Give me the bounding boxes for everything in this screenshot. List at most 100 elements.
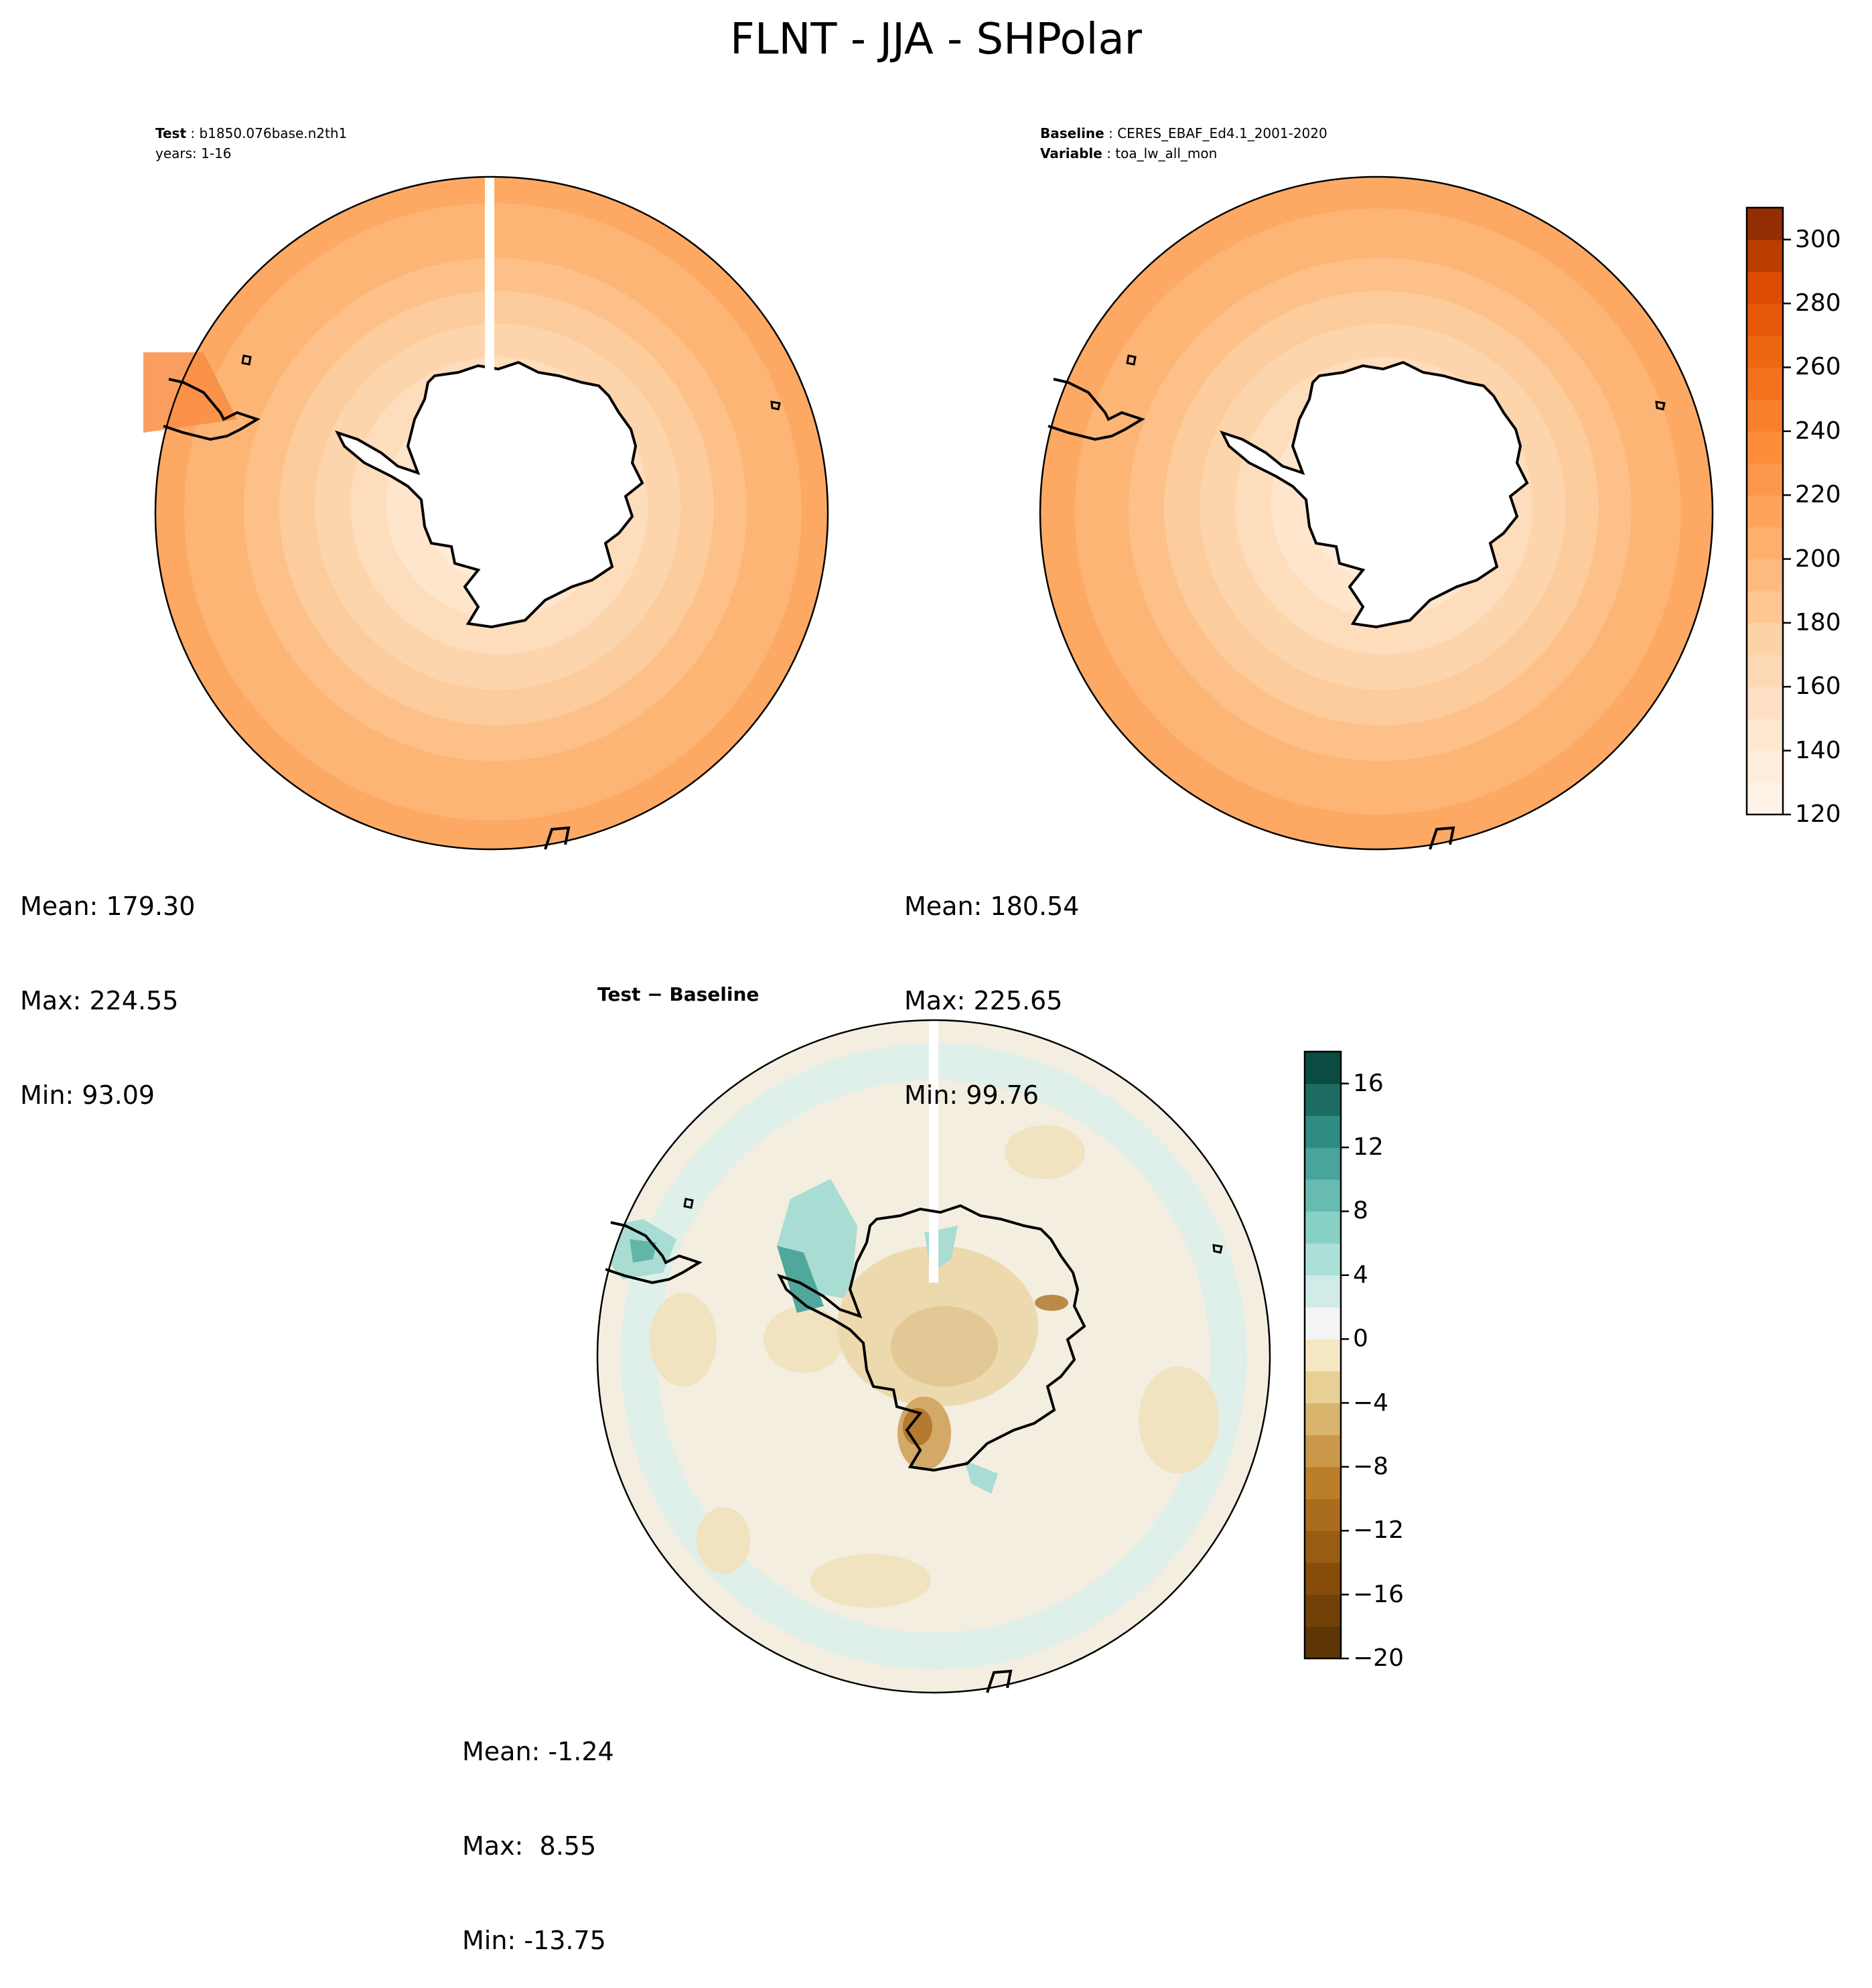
main-colorbar-segment	[1747, 591, 1783, 624]
difference-title: Test − Baseline	[597, 983, 760, 1005]
difference-colorbar-tick-label: 0	[1353, 1325, 1368, 1353]
difference-colorbar	[1303, 1050, 1349, 1660]
test-australia-coastline	[544, 826, 571, 850]
test-header: Test : b1850.076base.n2th1 years: 1-16	[155, 123, 347, 163]
difference-colorbar-segment	[1305, 1466, 1341, 1500]
main-colorbar-tick-label: 120	[1795, 800, 1841, 828]
baseline-australia-coastline	[1429, 826, 1455, 850]
difference-map-border	[596, 1019, 1271, 1694]
test-island-coastline	[241, 354, 252, 366]
baseline-header: Baseline : CERES_EBAF_Ed4.1_2001-2020 Va…	[1040, 125, 1327, 161]
difference-colorbar-tick-label: 4	[1353, 1261, 1368, 1289]
main-colorbar-segment	[1747, 463, 1783, 496]
difference-colorbar-segment	[1305, 1083, 1341, 1116]
difference-map	[596, 1019, 1271, 1694]
main-colorbar-tick-label: 160	[1795, 672, 1841, 701]
main-colorbar-tick-label: 240	[1795, 417, 1841, 445]
baseline-island-east-coastline	[1655, 401, 1666, 411]
main-colorbar-segment	[1747, 654, 1783, 687]
difference-colorbar-segment	[1305, 1370, 1341, 1404]
test-island-east-coastline	[770, 401, 781, 411]
difference-colorbar-tick-label: −16	[1353, 1580, 1404, 1608]
baseline-max: Max: 225.65	[904, 986, 1063, 1015]
test-min: Min: 93.09	[20, 1080, 155, 1110]
difference-colorbar-tick-label: −8	[1353, 1452, 1389, 1480]
main-colorbar-segment	[1747, 303, 1783, 336]
test-mean: Mean: 179.30	[20, 892, 196, 921]
main-colorbar-segment	[1747, 495, 1783, 528]
baseline-label-value: CERES_EBAF_Ed4.1_2001-2020	[1117, 125, 1327, 141]
difference-colorbar-segment	[1305, 1243, 1341, 1276]
difference-missing-data-strip	[929, 1020, 938, 1283]
figure-title: FLNT - JJA - SHPolar	[730, 15, 1142, 64]
baseline-min: Min: 99.76	[904, 1080, 1039, 1110]
main-colorbar-segment	[1747, 526, 1783, 560]
main-colorbar-tick-label: 260	[1795, 353, 1841, 381]
difference-colorbar-segment	[1305, 1275, 1341, 1307]
difference-colorbar-tick-label: −4	[1353, 1389, 1389, 1417]
baseline-variable-value: toa_lw_all_mon	[1115, 145, 1218, 161]
test-map-border	[154, 175, 829, 851]
main-colorbar-segment	[1747, 687, 1783, 719]
baseline-stats: Mean: 180.54 Max: 225.65 Min: 99.76	[904, 828, 1079, 1143]
baseline-south-america-coastline	[1048, 378, 1145, 441]
main-colorbar-tick-label: 300	[1795, 225, 1841, 253]
difference-map-field	[597, 1020, 1270, 1693]
main-colorbar-segment	[1747, 750, 1783, 783]
map-canvas	[143, 171, 1791, 1694]
main-colorbar	[1745, 206, 1791, 816]
difference-colorbar-segment	[1305, 1403, 1341, 1435]
difference-min: Min: -13.75	[462, 1926, 606, 1955]
test-missing-data-strip	[485, 171, 494, 439]
difference-south-america-coastline	[605, 1221, 703, 1285]
main-colorbar-segment	[1747, 208, 1783, 240]
main-colorbar-segment	[1747, 367, 1783, 400]
test-label-key: Test	[155, 125, 187, 141]
main-colorbar-segment	[1747, 622, 1783, 656]
difference-colorbar-tick-label: −12	[1353, 1516, 1404, 1545]
main-colorbar-segment	[1747, 239, 1783, 272]
difference-colorbar-border	[1303, 1050, 1342, 1660]
difference-colorbar-tick-label: 8	[1353, 1197, 1368, 1225]
difference-colorbar-segment	[1305, 1594, 1341, 1627]
test-max: Max: 224.55	[20, 986, 179, 1015]
baseline-map-border	[1039, 175, 1714, 851]
test-stats: Mean: 179.30 Max: 224.55 Min: 93.09	[20, 828, 195, 1143]
test-south-america-coastline	[163, 378, 261, 441]
difference-colorbar-segment	[1305, 1211, 1341, 1244]
difference-colorbar-tick-label: 12	[1353, 1133, 1384, 1161]
baseline-variable-key: Variable	[1040, 145, 1102, 161]
main-colorbar-border	[1745, 206, 1784, 816]
main-colorbar-segment	[1747, 782, 1783, 815]
difference-colorbar-tick-label: −20	[1353, 1644, 1404, 1672]
main-colorbar-tick-label: 220	[1795, 481, 1841, 509]
difference-colorbar-segment	[1305, 1115, 1341, 1148]
main-colorbar-segment	[1747, 718, 1783, 752]
main-colorbar-segment	[1747, 335, 1783, 368]
difference-colorbar-segment	[1305, 1562, 1341, 1595]
difference-stats: Mean: -1.24 Max: 8.55 Min: -13.75	[462, 1673, 614, 1988]
difference-colorbar-segment	[1305, 1339, 1341, 1372]
difference-colorbar-segment	[1305, 1435, 1341, 1468]
test-map	[143, 171, 829, 851]
main-colorbar-segment	[1747, 431, 1783, 464]
difference-max: Max: 8.55	[462, 1831, 597, 1861]
main-colorbar-tick-label: 200	[1795, 545, 1841, 573]
difference-colorbar-segment	[1305, 1498, 1341, 1531]
baseline-island-coastline	[1126, 354, 1137, 366]
difference-colorbar-segment	[1305, 1179, 1341, 1212]
baseline-label-key: Baseline	[1040, 125, 1104, 141]
main-colorbar-segment	[1747, 399, 1783, 432]
difference-colorbar-segment	[1305, 1626, 1341, 1659]
main-colorbar-tick-label: 280	[1795, 289, 1841, 317]
difference-colorbar-segment	[1305, 1147, 1341, 1180]
difference-australia-coastline	[986, 1669, 1013, 1693]
difference-mean: Mean: -1.24	[462, 1737, 614, 1766]
difference-colorbar-segment	[1305, 1052, 1341, 1084]
main-colorbar-tick-label: 180	[1795, 608, 1841, 636]
test-label-value: b1850.076base.n2th1	[199, 125, 348, 141]
difference-colorbar-segment	[1305, 1531, 1341, 1563]
main-colorbar-tick-label: 140	[1795, 736, 1841, 764]
baseline-mean: Mean: 180.54	[904, 892, 1080, 921]
test-years: years: 1-16	[155, 145, 232, 161]
